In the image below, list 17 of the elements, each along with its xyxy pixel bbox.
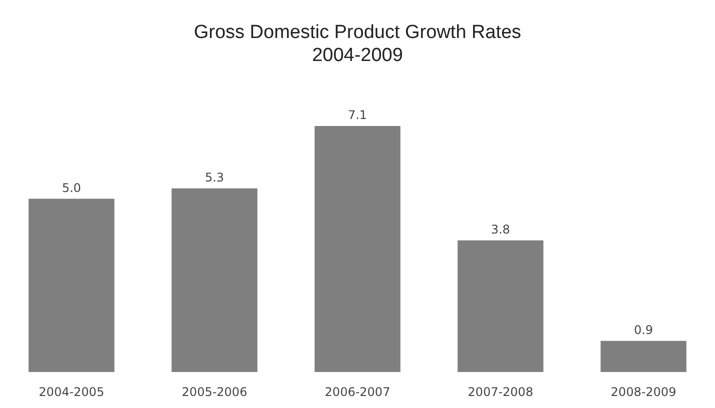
data-label: 5.3 [204, 170, 224, 184]
x-tick-label: 2004-2005 [38, 385, 104, 399]
bar [172, 188, 258, 372]
bar [600, 340, 686, 372]
data-label: 0.9 [634, 322, 654, 337]
data-label: 5.0 [62, 180, 82, 195]
bar [28, 198, 114, 372]
bar [458, 240, 544, 372]
bar [314, 126, 400, 372]
x-tick-label: 2005-2006 [182, 385, 248, 399]
x-tick-label: 2007-2008 [468, 385, 534, 399]
chart-title: Gross Domestic Product Growth Rates [194, 22, 522, 43]
x-tick-label: 2008-2009 [610, 385, 676, 399]
x-tick-label: 2006-2007 [324, 385, 390, 399]
data-label: 7.1 [348, 108, 368, 122]
data-label: 3.8 [490, 222, 510, 236]
chart-subtitle: 2004-2009 [312, 45, 403, 66]
